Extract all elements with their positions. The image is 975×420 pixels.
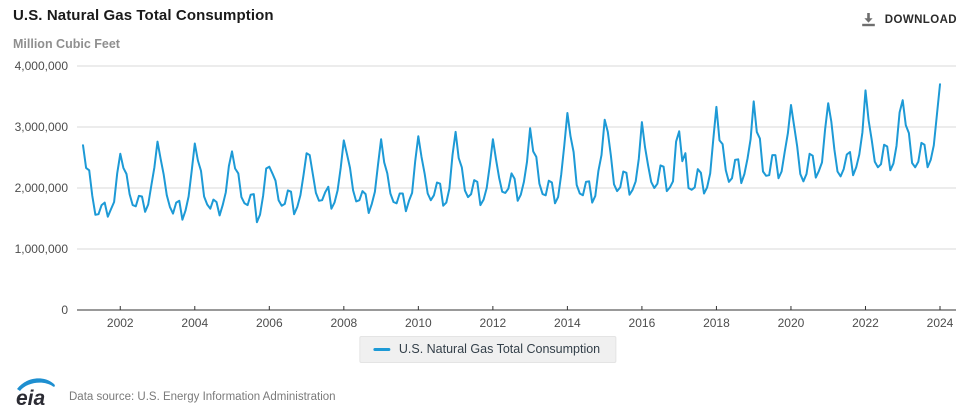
y-axis-tick-label: 0 [61,303,68,317]
data-source-text: Data source: U.S. Energy Information Adm… [69,391,336,403]
x-axis-tick-label: 2004 [181,316,208,330]
x-axis-tick-label: 2012 [480,316,507,330]
y-axis-tick-label: 4,000,000 [15,59,69,73]
y-axis-tick-label: 3,000,000 [15,120,69,134]
legend-label: U.S. Natural Gas Total Consumption [398,342,601,356]
download-button[interactable]: DOWNLOAD [859,10,959,29]
y-axis-tick-label: 1,000,000 [15,242,69,256]
x-axis-tick-label: 2016 [629,316,656,330]
consumption-line-chart[interactable]: 0 1,000,000 2,000,000 3,000,000 4,000,000 200… [0,52,975,336]
eia-logo: eia [13,374,59,412]
y-axis-tick-label: 2,000,000 [15,181,69,195]
page-title: U.S. Natural Gas Total Consumption [13,7,274,24]
legend-item-total-consumption[interactable]: U.S. Natural Gas Total Consumption [358,336,617,363]
legend-line-swatch [372,347,390,351]
x-axis-tick-label: 2010 [405,316,432,330]
footer: eia Data source: U.S. Energy Information… [13,374,336,412]
x-axis-tick-label: 2002 [107,316,134,330]
x-axis-tick-label: 2018 [703,316,730,330]
download-icon [861,12,876,27]
x-axis-tick-label: 2024 [927,316,954,330]
y-axis-unit-label: Million Cubic Feet [13,37,120,51]
x-axis-tick-label: 2022 [852,316,879,330]
series-line-total-consumption[interactable] [82,83,941,224]
x-axis-tick-label: 2014 [554,316,581,330]
svg-text:eia: eia [16,387,46,410]
x-axis-tick-label: 2006 [256,316,283,330]
x-axis-tick-label: 2020 [778,316,805,330]
x-axis-tick-label: 2008 [330,316,357,330]
download-button-label: DOWNLOAD [884,13,957,26]
